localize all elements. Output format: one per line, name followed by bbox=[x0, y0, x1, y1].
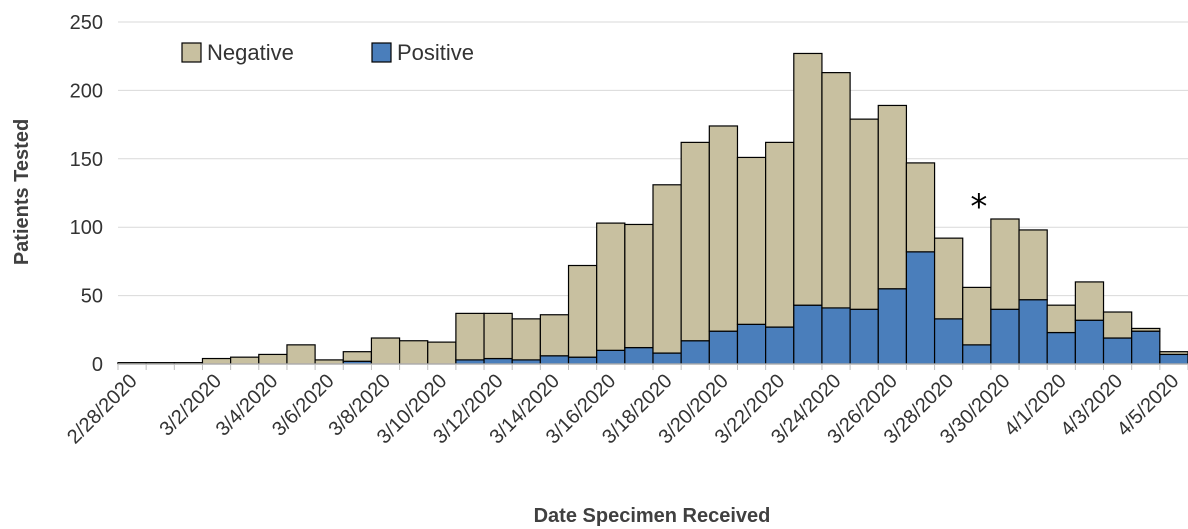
annotation-asterisk: * bbox=[970, 187, 987, 227]
bar-negative bbox=[230, 356, 260, 365]
y-tick-label: 250 bbox=[70, 12, 103, 34]
bar-positive bbox=[483, 357, 513, 365]
bar-negative bbox=[877, 104, 908, 290]
bar-positive bbox=[1018, 299, 1048, 365]
legend-swatch-negative bbox=[181, 42, 202, 63]
bar-positive bbox=[990, 308, 1020, 365]
x-tick-label: 2/28/2020 bbox=[63, 370, 141, 448]
bar-positive bbox=[567, 356, 598, 365]
legend-label-negative: Negative bbox=[207, 40, 294, 65]
bar-negative bbox=[342, 351, 373, 362]
y-axis-title: Patients Tested bbox=[11, 119, 33, 265]
bar-negative bbox=[680, 141, 710, 342]
bar-positive bbox=[905, 251, 936, 365]
bar-negative bbox=[201, 357, 232, 365]
bar-negative bbox=[1159, 351, 1188, 356]
bar-negative bbox=[455, 312, 485, 361]
bar-positive bbox=[962, 344, 992, 365]
bar-negative bbox=[1074, 281, 1105, 321]
legend-label-positive: Positive bbox=[397, 40, 474, 65]
bar-positive bbox=[849, 308, 879, 365]
y-tick-label: 50 bbox=[81, 286, 103, 308]
y-axis: 0 50 100 150 200 250 bbox=[70, 12, 103, 376]
y-tick-label: 150 bbox=[70, 149, 103, 171]
bar-positive bbox=[765, 326, 795, 365]
bar-positive bbox=[1102, 337, 1133, 365]
bar-negative bbox=[736, 156, 767, 325]
bar-positive bbox=[539, 355, 570, 365]
bar-negative bbox=[765, 141, 795, 328]
bars bbox=[117, 52, 1188, 365]
bar-positive bbox=[1131, 330, 1161, 365]
bar-negative bbox=[1131, 327, 1161, 332]
x-axis: 2/28/2020 3/2/20203/4/20203/6/20203/8/202… bbox=[63, 363, 1188, 448]
x-axis-title: Date Specimen Received bbox=[534, 505, 771, 527]
bar-negative bbox=[708, 125, 739, 332]
y-tick-label: 200 bbox=[70, 80, 103, 102]
x-tick-label: 4/5/2020 bbox=[1113, 370, 1184, 441]
bar-negative bbox=[905, 162, 936, 253]
y-tick-label: 100 bbox=[70, 217, 103, 239]
bar-negative bbox=[1018, 229, 1048, 301]
bar-positive bbox=[1046, 331, 1076, 365]
bar-negative bbox=[1102, 311, 1133, 339]
bar-negative bbox=[1046, 304, 1076, 334]
bar-negative bbox=[933, 237, 964, 320]
bar-negative bbox=[596, 222, 626, 351]
bar-negative bbox=[990, 218, 1020, 310]
bar-positive bbox=[596, 349, 626, 365]
legend-swatch-positive bbox=[371, 42, 392, 63]
bar-positive bbox=[455, 359, 485, 365]
bar-positive bbox=[1159, 353, 1188, 365]
bar-negative bbox=[258, 353, 288, 365]
bar-negative bbox=[370, 337, 401, 365]
bar-positive bbox=[624, 346, 654, 365]
bar-negative bbox=[821, 72, 851, 309]
bar-positive bbox=[511, 359, 541, 365]
y-tick-label: 0 bbox=[92, 354, 103, 376]
bar-positive bbox=[708, 330, 739, 365]
bar-negative bbox=[793, 52, 823, 306]
bar-negative bbox=[652, 184, 682, 354]
bar-positive bbox=[933, 318, 964, 365]
bar-negative bbox=[567, 264, 598, 358]
bar-negative bbox=[849, 118, 879, 310]
bar-negative bbox=[539, 314, 570, 357]
bar-positive bbox=[680, 340, 710, 365]
bar-negative bbox=[286, 344, 316, 365]
bar-negative bbox=[511, 318, 541, 361]
bar-positive bbox=[877, 288, 908, 365]
bar-negative bbox=[483, 312, 513, 360]
bar-negative bbox=[624, 223, 654, 349]
bar-negative bbox=[398, 340, 429, 365]
bar-positive bbox=[821, 307, 851, 365]
bar-positive bbox=[652, 352, 682, 365]
bar-positive bbox=[736, 323, 767, 365]
bar-negative bbox=[427, 341, 457, 365]
bar-positive bbox=[793, 304, 823, 365]
bar-negative bbox=[314, 359, 344, 365]
bar-positive bbox=[1074, 319, 1105, 365]
legend: Negative Positive bbox=[181, 40, 474, 65]
bar-negative bbox=[962, 286, 992, 346]
